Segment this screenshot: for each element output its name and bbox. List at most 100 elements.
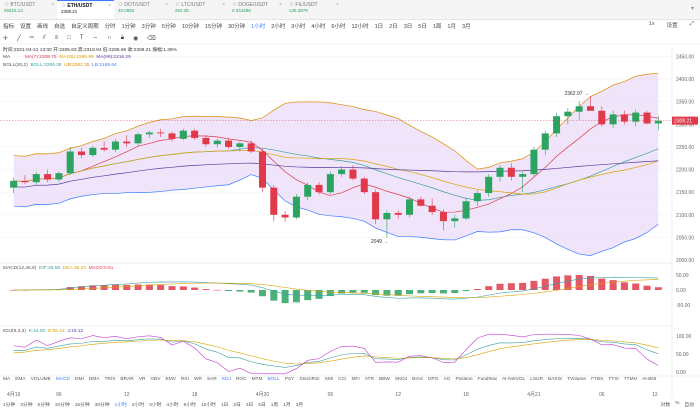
indicator-item[interactable]: ROC [235, 377, 247, 382]
bottom-period-item[interactable]: 6小时 [183, 402, 196, 408]
indicator-item[interactable]: AI-BNI [642, 377, 657, 382]
toolbar-item[interactable]: 10分钟 [181, 24, 199, 30]
indicator-item[interactable]: RSI [180, 377, 189, 382]
bottom-period-item[interactable]: 1分钟 [3, 402, 16, 408]
bottom-period-item[interactable]: 1日 [220, 402, 229, 408]
toolbar-item[interactable]: 3小时 [291, 24, 306, 30]
bottom-period-item[interactable]: 3小时 [149, 402, 162, 408]
toolbar-item[interactable]: 指标 [3, 24, 15, 30]
indicator-item[interactable]: DMI [75, 377, 84, 382]
lock-icon[interactable]: 🔒︎ [120, 34, 124, 41]
indicator-item[interactable]: AI-NetVOL [501, 377, 526, 382]
indicator-item[interactable]: OBV [150, 377, 161, 382]
toolbar-item[interactable]: 1月 [447, 24, 456, 30]
close-icon[interactable]: × [279, 2, 282, 8]
measure-icon[interactable]: ⇔ [92, 35, 99, 41]
indicator-item[interactable]: BIAS [412, 377, 424, 382]
toolbar-right-item[interactable]: 设置 [666, 23, 678, 29]
indicator-item[interactable]: TTSI [608, 377, 619, 382]
indicator-item[interactable]: LSUR [530, 377, 543, 382]
tabs-dropdown-icon[interactable]: ▾ [690, 6, 694, 12]
indicator-item[interactable]: CCI [338, 377, 347, 382]
bottom-period-item[interactable]: 4小时 [166, 402, 179, 408]
indicator-item[interactable]: MFI [351, 377, 360, 382]
toolbar-item[interactable]: 4小时 [311, 24, 326, 30]
scale-option[interactable]: 自动 [684, 403, 694, 408]
bottom-period-item[interactable]: 3分钟 [20, 402, 33, 408]
bottom-period-item[interactable]: 2日 [233, 402, 241, 408]
close-icon[interactable]: × [222, 2, 225, 8]
bottom-period-item[interactable]: 10分钟 [54, 402, 70, 408]
indicator-item[interactable]: TVolume [567, 377, 587, 382]
star-icon[interactable]: ☆ [175, 2, 181, 8]
bottom-period-item[interactable]: 5日 [258, 402, 266, 408]
star-icon[interactable]: ☆ [118, 2, 124, 8]
indicator-item[interactable]: WR [193, 377, 202, 382]
bottom-period-item[interactable]: 5分钟 [37, 402, 50, 408]
line-icon[interactable]: ╱ [17, 35, 21, 42]
close-icon[interactable]: × [51, 2, 54, 8]
indicator-item[interactable]: MA [3, 377, 11, 382]
star-icon[interactable]: ☆ [61, 3, 67, 9]
scale-option[interactable]: % [675, 401, 680, 406]
bottom-period-item[interactable]: 3月 [295, 402, 304, 408]
toolbar-item[interactable]: 1周 [432, 24, 442, 30]
indicator-item[interactable]: DMA [88, 377, 100, 382]
indicator-item[interactable]: BBW [378, 377, 390, 382]
indicator-item[interactable]: BRAR [120, 377, 134, 382]
indicator-item[interactable]: MTM [251, 377, 263, 382]
toolbar-item[interactable]: 画线 [37, 24, 49, 30]
indicator-item[interactable]: Fundflow [477, 377, 497, 382]
indicator-item[interactable]: EMA [15, 377, 26, 382]
toolbar-item[interactable]: 5日 [418, 24, 427, 30]
indicator-item[interactable]: SMI [324, 377, 334, 382]
toolbar-item[interactable]: 分时 [104, 24, 116, 30]
indicator-item[interactable]: TTMU [623, 377, 638, 382]
toolbar-item[interactable]: 3分钟 [141, 24, 156, 30]
channel-icon[interactable]: ⫽ [42, 34, 46, 41]
close-icon[interactable]: × [165, 2, 168, 8]
indicator-item[interactable]: AO [443, 377, 451, 382]
toolbar-item[interactable]: 5分钟 [161, 24, 176, 30]
indicator-item[interactable]: VOLUME [30, 377, 51, 382]
bottom-period-item[interactable]: 12小时 [200, 402, 216, 408]
toolbar-item[interactable]: 3月 [461, 24, 471, 30]
toolbar-item[interactable]: 15分钟 [204, 24, 223, 30]
close-icon[interactable]: × [108, 3, 111, 9]
bottom-period-item[interactable]: 1月 [283, 402, 291, 408]
bottom-period-item[interactable]: 2小时 [131, 402, 145, 408]
ticker-tab[interactable]: ☆ ETH/USDT 2308.21 × [57, 0, 114, 19]
ticker-tab[interactable]: ☆ FIL/USDT 136.3879 × [285, 0, 342, 19]
toolbar-item[interactable]: 2日 [389, 24, 398, 30]
magnet-icon[interactable]: ∩ [107, 35, 112, 41]
indicator-item[interactable]: MACD [55, 377, 70, 382]
toolbar-right-item[interactable]: ⤢ [689, 21, 694, 27]
bottom-period-item[interactable]: 15分钟 [74, 402, 90, 408]
indicator-item[interactable]: TRIX [104, 377, 116, 382]
star-icon[interactable]: ☆ [289, 2, 295, 8]
toolbar-item[interactable]: 自定义周期 [71, 24, 99, 30]
ticker-tab[interactable]: ☆ LTC/USDT 263.38 × [171, 0, 228, 19]
indicator-item[interactable]: SAR [206, 377, 217, 382]
indicator-item[interactable]: Position [455, 377, 473, 382]
toolbar-right-item[interactable]: 1x [648, 21, 655, 27]
indicator-item[interactable]: FTBS [591, 377, 604, 382]
indicator-item[interactable]: StochRSI [299, 377, 320, 382]
indicator-item[interactable]: PSY [284, 377, 295, 382]
indicator-item[interactable]: BOLL [267, 377, 280, 382]
trash-icon[interactable]: ⌫ [147, 35, 156, 42]
toolbar-item[interactable]: 2小时 [271, 24, 286, 30]
ticker-tab[interactable]: ☆ DOT/USDT 40.0892 × [114, 0, 171, 19]
star-icon[interactable]: ☆ [4, 2, 10, 8]
indicator-item[interactable]: KDJ [221, 377, 231, 382]
star-icon[interactable]: ☆ [232, 2, 238, 8]
toolbar-item[interactable]: 30分钟 [228, 24, 246, 30]
fib-icon[interactable]: ≡ [54, 35, 59, 41]
indicator-item[interactable]: SKDJ [394, 377, 408, 382]
scale-option[interactable]: 对数 [660, 403, 671, 408]
toolbar-item[interactable]: 1日 [374, 24, 384, 30]
hline-icon[interactable]: ═ [29, 35, 34, 41]
bottom-period-item[interactable]: 3日 [245, 402, 254, 408]
ticker-tab[interactable]: ☆ DOGE/USDT 0.344488 × [228, 0, 285, 19]
text-icon[interactable]: T [79, 35, 84, 41]
